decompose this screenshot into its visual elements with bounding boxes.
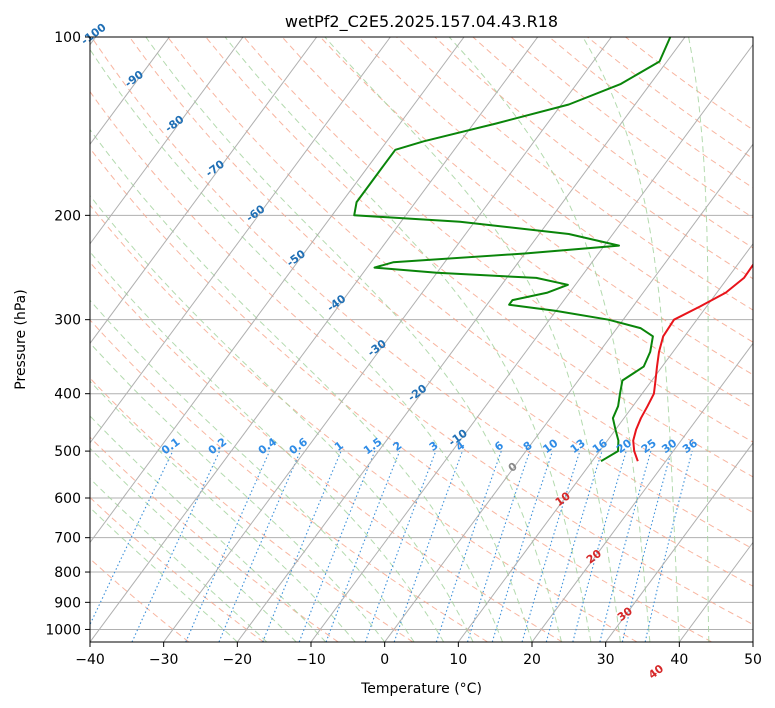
- moist-adiabat: [688, 37, 710, 642]
- mixing-ratio-line: [545, 450, 603, 642]
- moist-adiabat: [90, 415, 327, 642]
- moist-adiabat: [90, 380, 356, 642]
- isotherm-line: [90, 37, 465, 544]
- x-tick-label: −10: [296, 652, 326, 668]
- mixing-ratio-line: [185, 450, 271, 642]
- x-axis-label: Temperature (°C): [360, 681, 482, 697]
- isotherm-line: [531, 342, 753, 642]
- moist-adiabat: [582, 37, 680, 642]
- isotherm-line: [457, 242, 753, 642]
- chart-title: wetPf2_C2E5.2025.157.04.43.R18: [285, 12, 558, 32]
- mixing-ratio-line: [298, 450, 376, 642]
- y-tick-label: 900: [54, 595, 81, 611]
- isotherm-line: [90, 37, 539, 642]
- moist-adiabat: [90, 477, 268, 642]
- isotherm-line: [310, 43, 753, 642]
- y-tick-label: 400: [54, 387, 81, 403]
- plot-background: [90, 37, 753, 642]
- y-tick-label: 300: [54, 313, 81, 329]
- x-tick-label: 10: [449, 652, 467, 668]
- dry-adiabat: [319, 37, 753, 376]
- moist-adiabat: [90, 342, 386, 642]
- dry-adiabat: [90, 204, 638, 642]
- moist-adiabat: [145, 37, 562, 642]
- mixing-ratio-line: [621, 450, 672, 642]
- mixing-ratio-line: [325, 450, 401, 642]
- x-tick-label: 50: [744, 652, 762, 668]
- y-tick-label: 200: [54, 208, 81, 224]
- dry-adiabat: [90, 261, 563, 642]
- isotherm-line: [90, 37, 244, 245]
- isotherm-label-warm: 40: [646, 662, 666, 682]
- y-tick-label: 500: [54, 444, 81, 460]
- x-tick-label: −30: [149, 652, 179, 668]
- mixing-ratio-line: [364, 450, 437, 642]
- x-tick-label: 20: [523, 652, 541, 668]
- dry-adiabat: [90, 37, 753, 587]
- x-tick-label: −20: [223, 652, 253, 668]
- dry-adiabat: [90, 90, 753, 626]
- x-tick-label: 30: [597, 652, 615, 668]
- isotherm-line: [605, 442, 753, 642]
- isotherm-line: [90, 37, 170, 146]
- x-tick-label: 40: [670, 652, 688, 668]
- mixing-ratio-line: [218, 450, 302, 642]
- moist-adiabat: [324, 37, 621, 642]
- dry-adiabat: [90, 147, 712, 642]
- mixing-ratio-line: [599, 450, 652, 642]
- isotherm-line: [90, 37, 318, 345]
- dewpoint-trace: [353, 37, 672, 463]
- x-tick-label: −40: [75, 652, 105, 668]
- moist-adiabat: [90, 299, 415, 642]
- moist-adiabat: [90, 447, 297, 642]
- isotherm-line: [752, 641, 753, 642]
- moist-adiabat: [448, 37, 651, 642]
- dry-adiabat: [90, 377, 414, 642]
- isotherm-line: [236, 37, 686, 642]
- y-tick-label: 1000: [45, 622, 81, 638]
- mixing-ratio-line: [521, 450, 581, 642]
- plot-frame: [89, 36, 754, 643]
- mixing-ratio-line: [262, 450, 342, 642]
- moist-adiabat: [224, 37, 592, 642]
- isotherm-line: [384, 143, 753, 642]
- y-tick-label: 800: [54, 565, 81, 581]
- y-tick-label: 700: [54, 531, 81, 547]
- dry-adiabat: [358, 37, 753, 343]
- moist-adiabat: [90, 128, 503, 642]
- y-tick-label: 600: [54, 491, 81, 507]
- moist-adiabat: [90, 48, 533, 642]
- mixing-ratio-line: [572, 450, 627, 642]
- isotherm-line: [163, 37, 612, 642]
- mixing-ratio-line: [466, 450, 531, 642]
- dry-adiabat: [167, 37, 753, 514]
- dry-adiabat: [396, 37, 753, 311]
- y-tick-label: 100: [54, 30, 81, 46]
- y-axis-label: Pressure (hPa): [13, 289, 29, 389]
- moist-adiabat: [90, 506, 238, 642]
- isotherm-line: [90, 37, 391, 444]
- temperature-trace: [632, 263, 753, 462]
- mixing-ratio-line: [435, 450, 502, 642]
- x-tick-label: 0: [380, 652, 389, 668]
- mixing-ratio-line: [491, 450, 554, 642]
